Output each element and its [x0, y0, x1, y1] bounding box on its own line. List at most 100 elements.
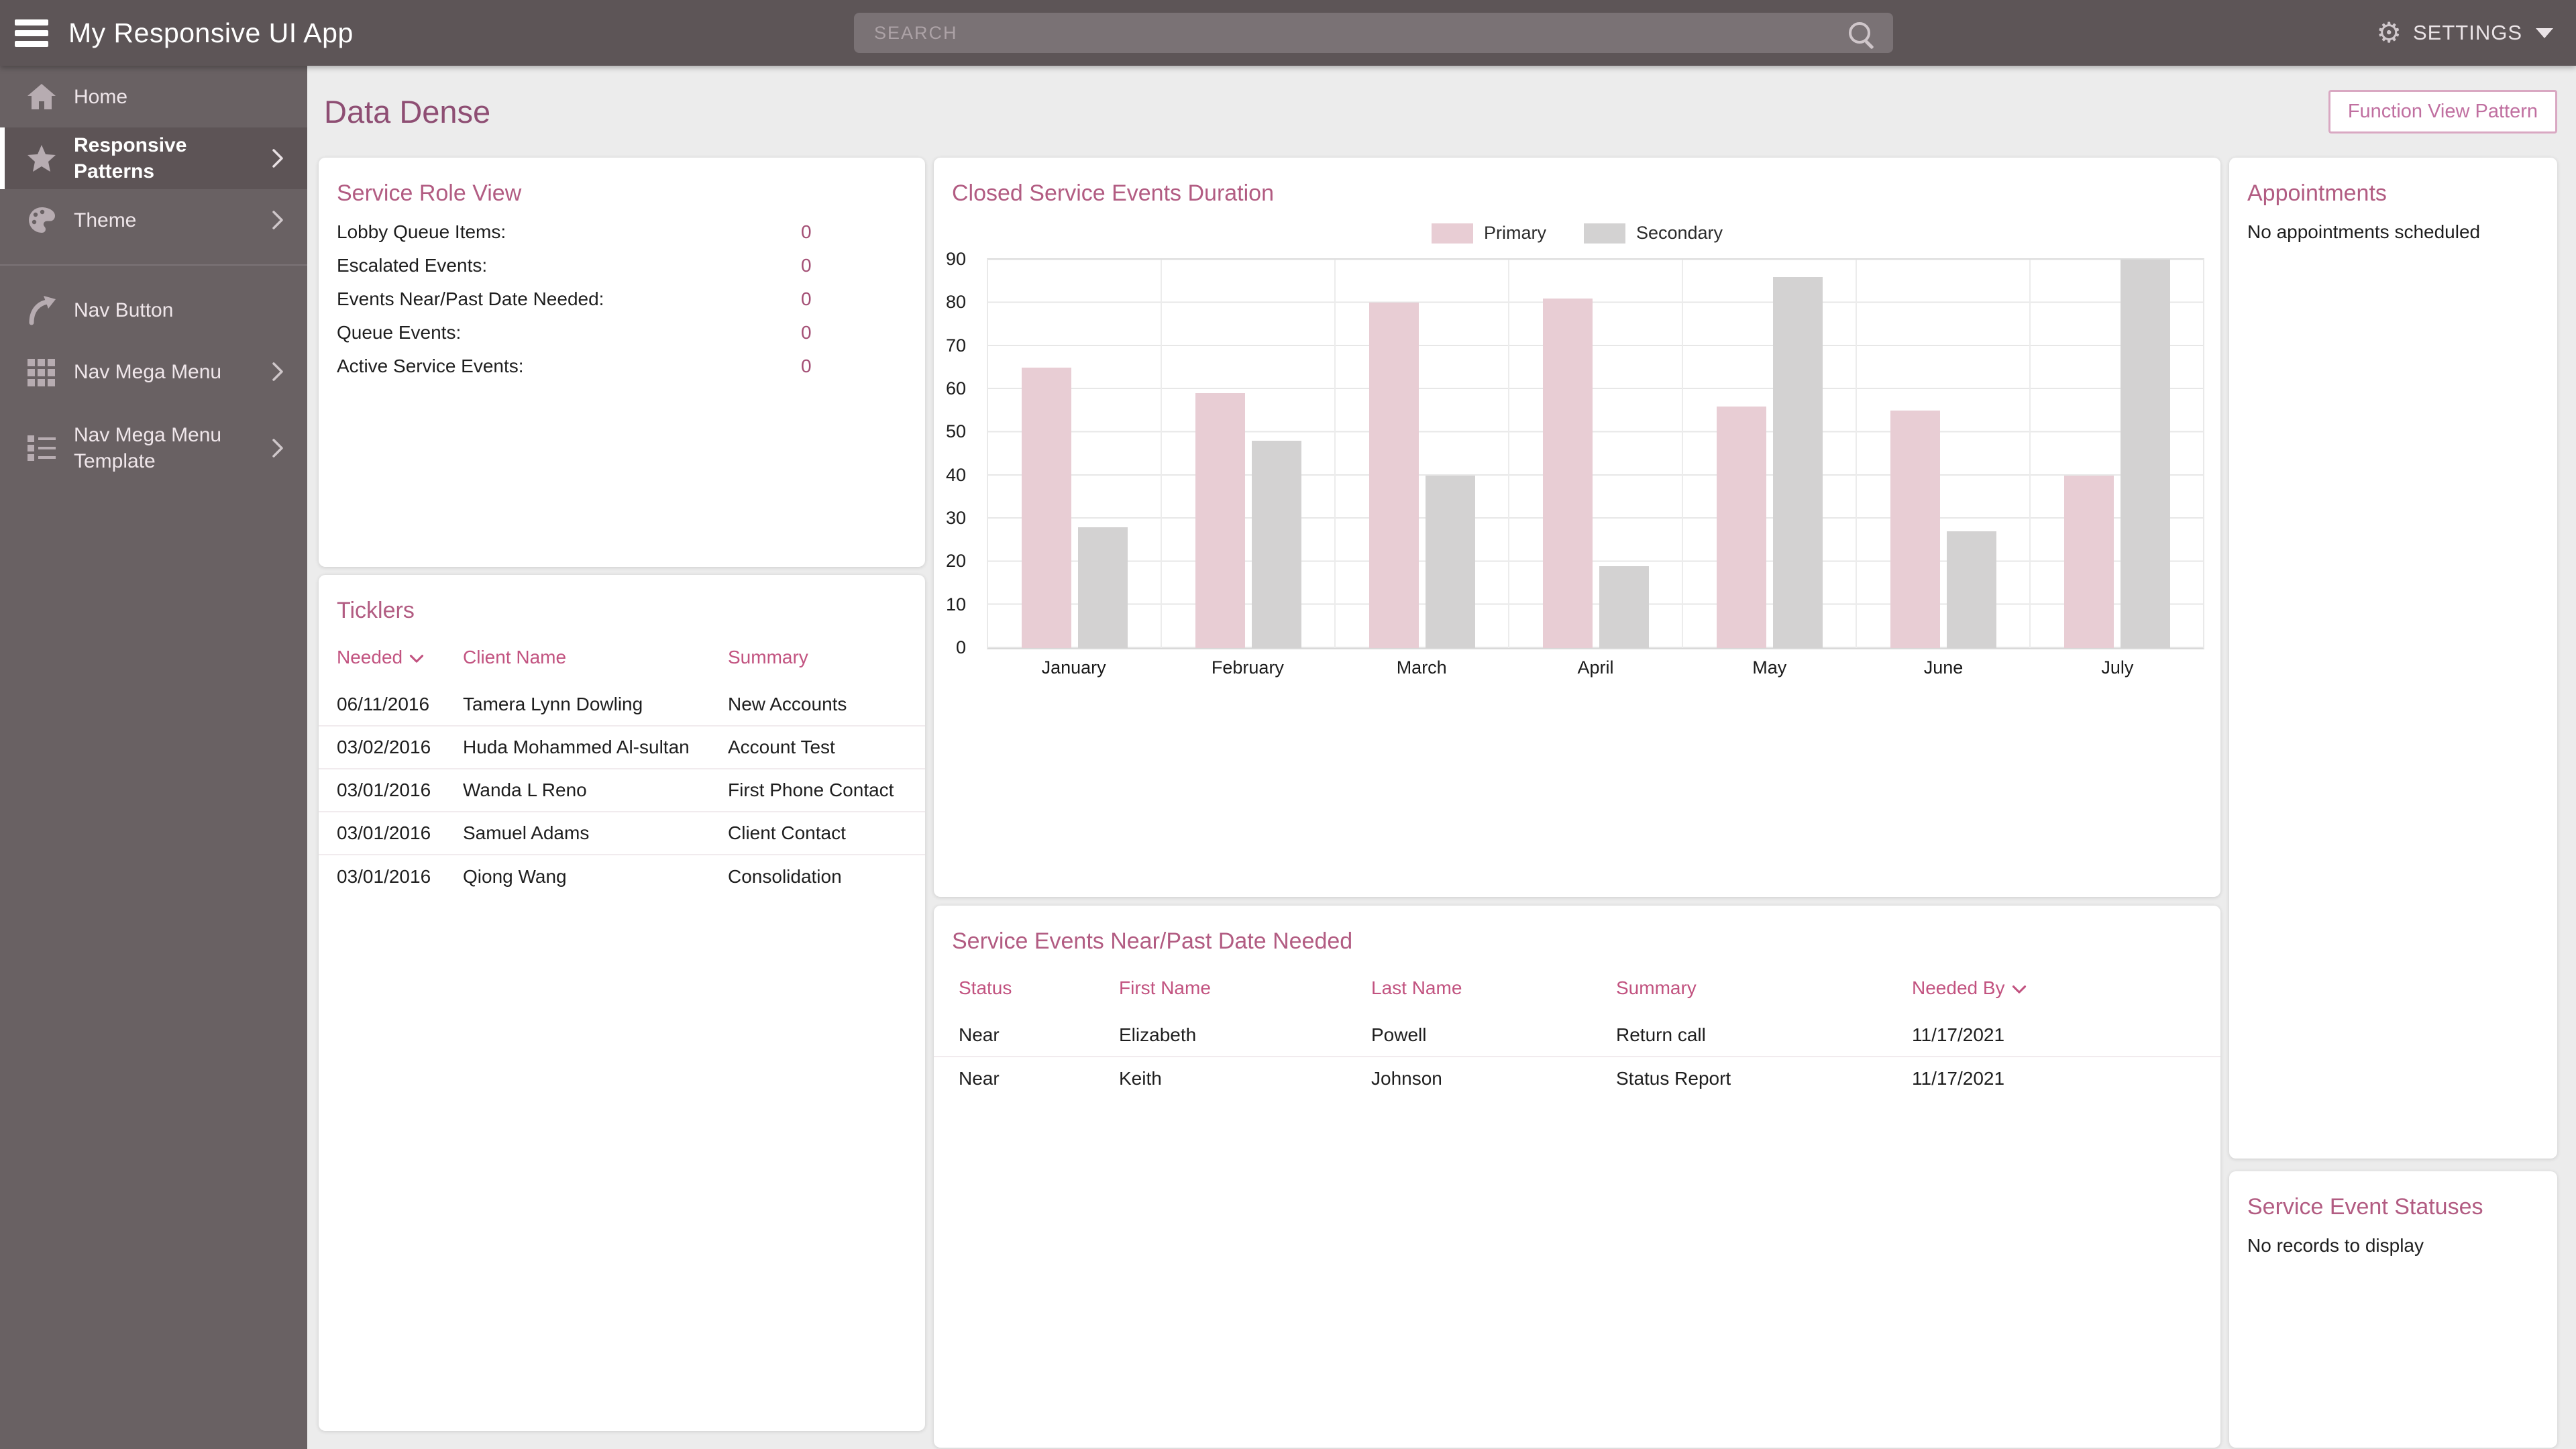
- x-axis-label-april: April: [1577, 657, 1614, 678]
- table-row[interactable]: 03/02/2016 Huda Mohammed Al-sultan Account…: [319, 727, 925, 769]
- settings-menu[interactable]: ⚙ SETTINGS: [2376, 0, 2553, 66]
- table-cell: 03/01/2016: [337, 780, 431, 800]
- column-header-status[interactable]: Status: [959, 977, 1119, 999]
- table-row[interactable]: 03/01/2016 Wanda L Reno First Phone Contac…: [319, 769, 925, 812]
- table-row[interactable]: 03/01/2016 Samuel Adams Client Contact: [319, 812, 925, 855]
- table-cell: Keith: [1119, 1068, 1162, 1089]
- legend-swatch-primary: [1431, 223, 1473, 244]
- bar-secondary-may: [1772, 276, 1823, 648]
- sort-descending-icon: [2012, 985, 2026, 994]
- chart-bar-group-april: [1509, 260, 1683, 648]
- chart-legend: Primary Secondary: [934, 223, 2220, 244]
- bar-primary-july: [2063, 475, 2114, 648]
- sidebar-item-label: Nav Button: [74, 299, 174, 321]
- search-icon[interactable]: [1849, 22, 1870, 44]
- sidebar-item-theme[interactable]: Theme: [0, 189, 307, 251]
- caret-down-icon: [2536, 28, 2553, 38]
- bar-secondary-january: [1077, 527, 1128, 648]
- search-input[interactable]: [854, 13, 1849, 53]
- table-cell: Tamera Lynn Dowling: [463, 694, 643, 714]
- service-event-statuses-card: Service Event Statuses No records to dis…: [2229, 1171, 2557, 1448]
- metric-label: Events Near/Past Date Needed:: [337, 288, 604, 309]
- table-row[interactable]: 06/11/2016 Tamera Lynn Dowling New Account…: [319, 684, 925, 727]
- statuses-empty-message: No records to display: [2247, 1235, 2424, 1256]
- appointments-empty-message: No appointments scheduled: [2247, 221, 2481, 242]
- y-axis-tick-label: 80: [945, 292, 966, 313]
- table-cell: Johnson: [1371, 1068, 1442, 1089]
- chart-bar-group-june: [1857, 260, 2031, 648]
- gear-icon: ⚙: [2376, 16, 2402, 49]
- bar-secondary-june: [1946, 531, 1996, 648]
- table-row[interactable]: Near Elizabeth Powell Return call 11/17/2021: [934, 1014, 2220, 1057]
- metric-label: Lobby Queue Items:: [337, 221, 506, 242]
- sidebar-item-nav-mega-menu-template[interactable]: Nav Mega Menu Template: [0, 402, 307, 493]
- column-header-summary[interactable]: Summary: [728, 647, 907, 668]
- chart-plot-area: 0 10 20 30 40 50 60 70 80 90: [946, 249, 2204, 657]
- metric-value: 0: [801, 356, 812, 376]
- column-header-needed[interactable]: Needed: [337, 647, 463, 668]
- service-role-view-card: Service Role View Lobby Queue Items: 0 Esc…: [319, 158, 925, 567]
- search-bar: [854, 13, 1893, 53]
- service-events-table-body: Near Elizabeth Powell Return call 11/17/2021…: [934, 1014, 2220, 1100]
- card-title: Service Event Statuses: [2247, 1194, 2483, 1220]
- page-header: Data Dense Function View Pattern: [319, 66, 2557, 158]
- sidebar-item-label: Home: [74, 85, 128, 108]
- service-role-metrics: Lobby Queue Items: 0 Escalated Events: 0 Eve…: [319, 221, 925, 389]
- chart-bar-group-january: [988, 260, 1162, 648]
- top-bar: My Responsive UI App ⚙ SETTINGS: [0, 0, 2576, 66]
- chart-bar-group-may: [1683, 260, 1857, 648]
- chart-bar-group-february: [1162, 260, 1336, 648]
- metric-value: 0: [801, 322, 812, 343]
- metric-label: Escalated Events:: [337, 255, 488, 276]
- grid-icon: [25, 356, 58, 387]
- column-header-first-name[interactable]: First Name: [1119, 977, 1371, 999]
- sidebar-item-label: Theme: [74, 209, 137, 231]
- chevron-right-icon: [271, 438, 284, 458]
- palette-icon: [25, 205, 58, 235]
- bar-primary-march: [1368, 303, 1419, 648]
- sidebar-item-nav-mega-menu[interactable]: Nav Mega Menu: [0, 341, 307, 402]
- ticklers-card: Ticklers Needed Client Name Summary 06/11/…: [319, 575, 925, 1431]
- column-header-label: Summary: [1616, 977, 1697, 998]
- column-header-last-name[interactable]: Last Name: [1371, 977, 1616, 999]
- card-title: Service Events Near/Past Date Needed: [952, 928, 1353, 954]
- settings-label: SETTINGS: [2412, 21, 2522, 44]
- appointments-card: Appointments No appointments scheduled: [2229, 158, 2557, 1159]
- legend-label: Secondary: [1635, 223, 1723, 243]
- legend-label: Primary: [1483, 223, 1546, 243]
- table-cell: Near: [959, 1068, 1000, 1089]
- column-header-label: Needed: [337, 647, 403, 667]
- table-row[interactable]: 03/01/2016 Qiong Wang Consolidation: [319, 855, 925, 898]
- table-cell: 03/02/2016: [337, 737, 431, 757]
- column-header-label: Last Name: [1371, 977, 1462, 998]
- table-row[interactable]: Near Keith Johnson Status Report 11/17/2021: [934, 1057, 2220, 1100]
- sidebar-item-responsive-patterns[interactable]: Responsive Patterns: [0, 127, 307, 189]
- table-cell: 11/17/2021: [1912, 1024, 2005, 1045]
- legend-swatch-secondary: [1583, 223, 1625, 244]
- column-header-summary[interactable]: Summary: [1616, 977, 1912, 999]
- metric-row: Events Near/Past Date Needed: 0: [337, 288, 907, 322]
- y-axis-tick-label: 10: [945, 594, 966, 614]
- card-title: Service Role View: [337, 180, 522, 206]
- list-template-icon: [25, 433, 58, 464]
- table-cell: New Accounts: [728, 694, 847, 714]
- ticklers-table-body: 06/11/2016 Tamera Lynn Dowling New Account…: [319, 684, 925, 898]
- chart-plot: [987, 258, 2204, 649]
- y-axis-tick-label: 20: [945, 551, 966, 572]
- sidebar-item-home[interactable]: Home: [0, 66, 307, 127]
- function-view-pattern-button[interactable]: Function View Pattern: [2328, 90, 2557, 133]
- table-cell: Client Contact: [728, 822, 846, 843]
- table-cell: Huda Mohammed Al-sultan: [463, 737, 690, 757]
- y-axis-tick-label: 70: [945, 335, 966, 356]
- left-column: Service Role View Lobby Queue Items: 0 Esc…: [319, 158, 925, 1431]
- column-header-client-name[interactable]: Client Name: [463, 647, 728, 668]
- bar-primary-january: [1021, 367, 1071, 648]
- hamburger-menu-icon[interactable]: [15, 15, 48, 52]
- closed-service-events-chart-card: Closed Service Events Duration Primary Se…: [934, 158, 2220, 897]
- card-title: Ticklers: [337, 598, 415, 623]
- sidebar-item-nav-button[interactable]: Nav Button: [0, 279, 307, 341]
- legend-entry-primary: Primary: [1431, 223, 1546, 244]
- bar-primary-april: [1542, 298, 1593, 648]
- table-cell: Qiong Wang: [463, 866, 567, 887]
- column-header-needed-by[interactable]: Needed By: [1912, 977, 2196, 999]
